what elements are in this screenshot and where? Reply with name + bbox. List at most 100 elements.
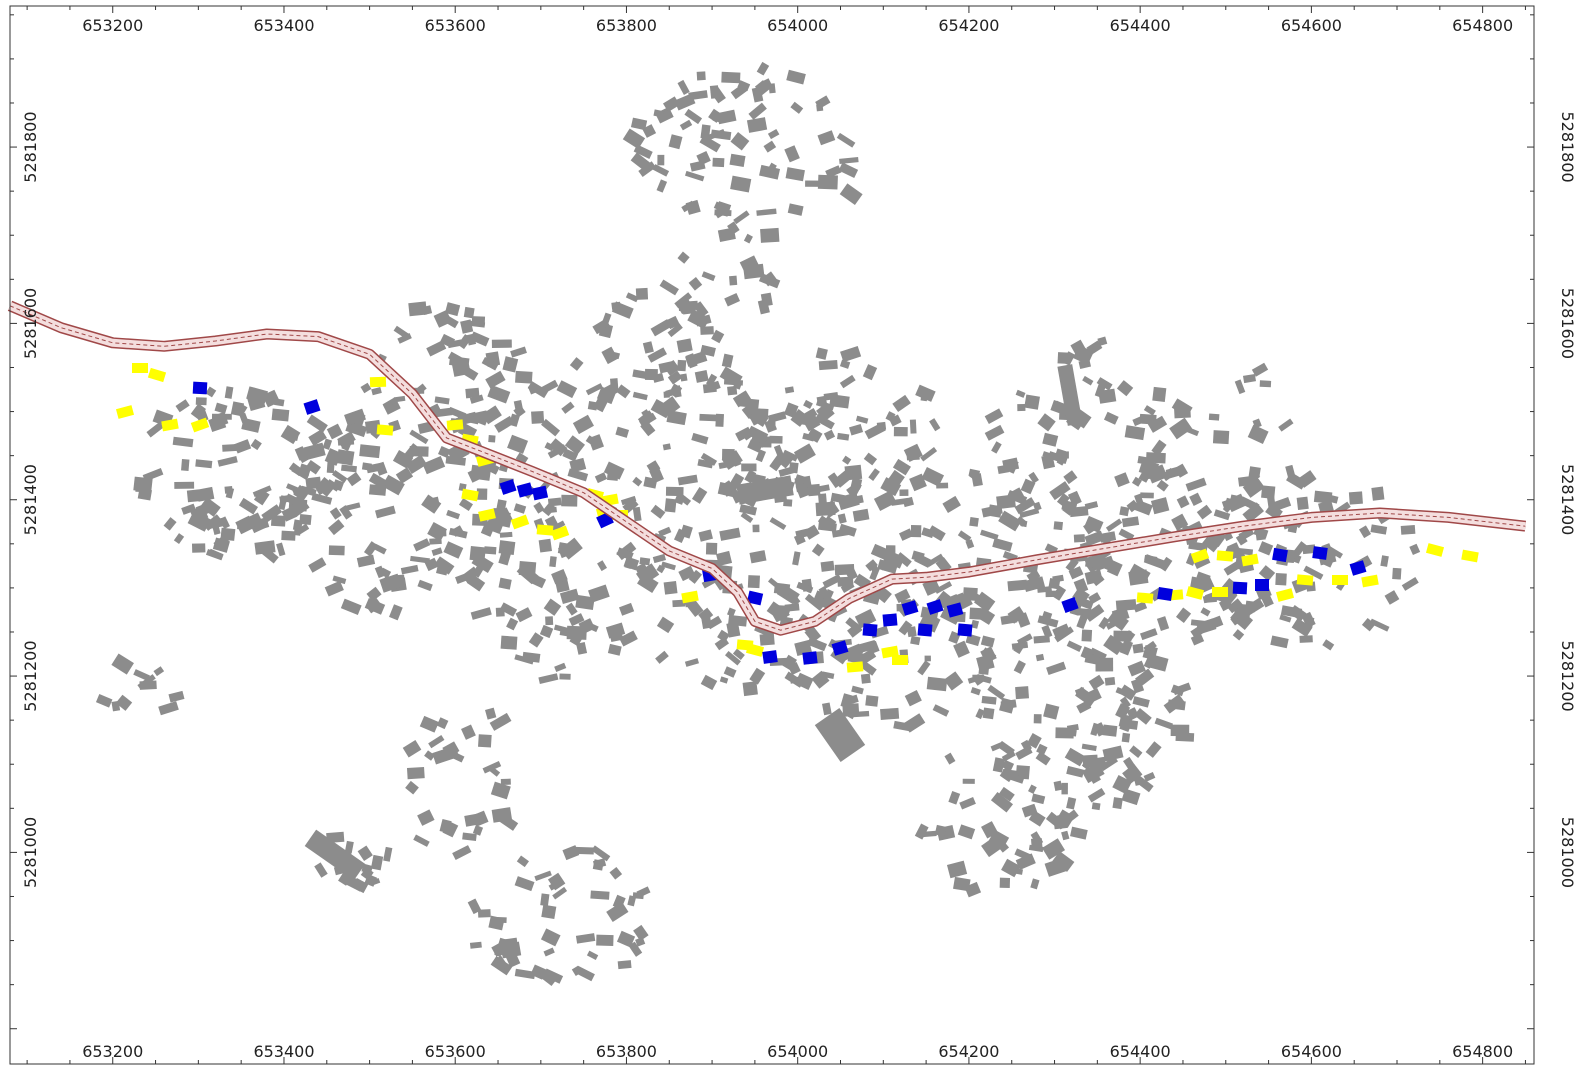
building-highlight-yellow bbox=[1185, 586, 1205, 600]
building-footprint bbox=[329, 507, 342, 520]
building-footprint bbox=[747, 575, 760, 589]
building-footprint bbox=[749, 667, 766, 685]
building-footprint bbox=[476, 488, 488, 500]
y-tick-label-right: 5281400 bbox=[1558, 464, 1577, 535]
building-footprint bbox=[753, 408, 769, 419]
building-footprint bbox=[1004, 866, 1024, 875]
building-footprint bbox=[953, 640, 970, 658]
building-footprint bbox=[676, 338, 693, 354]
building-highlight-yellow bbox=[1216, 550, 1234, 562]
x-tick-label-top: 654600 bbox=[1281, 16, 1342, 35]
building-footprint bbox=[308, 429, 327, 446]
building-footprint bbox=[575, 594, 595, 611]
building-footprint bbox=[594, 472, 608, 484]
building-footprint bbox=[870, 543, 892, 561]
building-footprint bbox=[575, 933, 596, 944]
x-tick-label-bottom: 654600 bbox=[1281, 1042, 1342, 1061]
building-footprint bbox=[1112, 797, 1123, 810]
building-footprint bbox=[1033, 714, 1042, 724]
building-footprint bbox=[618, 630, 638, 647]
building-footprint bbox=[778, 466, 794, 477]
building-footprint bbox=[619, 602, 635, 616]
building-footprint bbox=[898, 620, 913, 636]
building-footprint bbox=[181, 503, 197, 515]
building-footprint bbox=[1063, 470, 1078, 485]
building-footprint bbox=[658, 110, 670, 121]
building-footprint bbox=[665, 315, 680, 330]
building-footprint bbox=[322, 438, 333, 450]
building-footprint bbox=[1041, 624, 1053, 639]
building-highlight-yellow bbox=[115, 405, 135, 419]
building-footprint bbox=[814, 413, 835, 430]
building-footprint bbox=[1061, 782, 1068, 795]
building-footprint bbox=[212, 537, 230, 553]
building-footprint bbox=[814, 707, 866, 763]
building-footprint bbox=[706, 380, 721, 392]
building-footprint bbox=[719, 366, 743, 387]
building-footprint bbox=[663, 580, 678, 595]
building-footprint bbox=[516, 855, 529, 868]
building-footprint bbox=[502, 356, 519, 373]
building-footprint bbox=[1017, 633, 1033, 646]
building-footprint bbox=[820, 560, 835, 572]
building-footprint bbox=[729, 275, 738, 286]
building-footprint bbox=[1138, 471, 1151, 483]
building-footprint bbox=[305, 476, 322, 490]
building-footprint bbox=[361, 462, 372, 471]
building-footprint bbox=[530, 964, 547, 980]
building-footprint bbox=[1291, 618, 1313, 637]
building-footprint bbox=[850, 482, 862, 497]
building-footprint bbox=[238, 497, 259, 515]
building-footprint bbox=[360, 382, 372, 394]
building-footprint bbox=[1061, 830, 1070, 841]
building-highlight-yellow bbox=[1361, 574, 1379, 588]
building-footprint bbox=[1084, 603, 1105, 622]
building-footprint bbox=[1169, 417, 1193, 440]
building-footprint bbox=[650, 504, 666, 519]
building-footprint bbox=[382, 397, 398, 409]
building-footprint bbox=[795, 528, 811, 539]
building-footprint bbox=[815, 501, 836, 517]
building-footprint bbox=[984, 408, 1004, 424]
building-highlight-yellow bbox=[369, 376, 387, 388]
building-footprint bbox=[168, 690, 185, 703]
building-footprint bbox=[487, 764, 501, 777]
building-footprint bbox=[794, 474, 806, 486]
y-tick-label-left: 5281200 bbox=[21, 640, 40, 711]
building-footprint bbox=[1015, 853, 1036, 871]
building-footprint bbox=[515, 607, 533, 623]
building-footprint bbox=[1057, 364, 1083, 426]
building-footprint bbox=[424, 750, 435, 761]
building-footprint bbox=[1213, 509, 1231, 521]
building-footprint bbox=[1013, 660, 1026, 675]
building-footprint bbox=[1235, 617, 1244, 627]
building-footprint bbox=[1137, 455, 1153, 466]
building-footprint bbox=[196, 486, 215, 502]
building-footprint bbox=[490, 510, 511, 523]
building-highlight-yellow bbox=[190, 417, 210, 433]
building-footprint bbox=[325, 479, 341, 492]
building-footprint bbox=[607, 643, 622, 656]
building-footprint bbox=[1156, 616, 1170, 631]
building-footprint bbox=[1299, 635, 1313, 643]
building-footprint bbox=[661, 561, 676, 571]
building-footprint bbox=[1065, 558, 1079, 573]
building-footprint bbox=[498, 577, 512, 590]
building-footprint bbox=[706, 615, 723, 630]
building-footprint bbox=[796, 581, 814, 594]
building-footprint bbox=[1163, 694, 1185, 714]
building-footprint bbox=[818, 484, 830, 492]
building-footprint bbox=[804, 625, 822, 643]
building-footprint bbox=[1233, 547, 1254, 556]
building-footprint bbox=[991, 441, 1002, 454]
building-footprint bbox=[711, 329, 725, 344]
building-footprint bbox=[652, 164, 670, 177]
building-footprint bbox=[898, 528, 914, 541]
building-footprint bbox=[616, 384, 631, 399]
x-tick-label-bottom: 654800 bbox=[1452, 1042, 1513, 1061]
building-footprint bbox=[1070, 339, 1086, 355]
building-footprint bbox=[417, 809, 435, 826]
building-footprint bbox=[324, 580, 344, 597]
